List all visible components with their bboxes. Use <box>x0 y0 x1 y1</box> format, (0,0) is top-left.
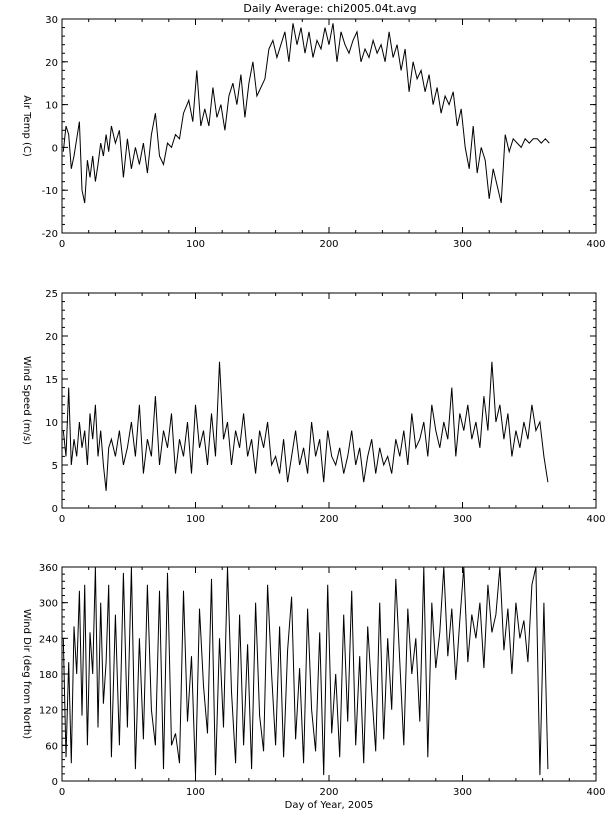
x-tick-label: 200 <box>319 787 338 798</box>
x-tick-label: 100 <box>186 239 205 250</box>
x-tick-label: 200 <box>319 514 338 525</box>
y-tick-label: 15 <box>45 375 58 386</box>
y-tick-label: 25 <box>45 289 58 300</box>
plot-frame <box>61 292 597 509</box>
x-tick-label: 300 <box>453 514 472 525</box>
x-tick-label: 400 <box>586 787 605 798</box>
x-tick-label: 200 <box>319 239 338 250</box>
y-tick-label: 10 <box>45 418 58 429</box>
series-line-1 <box>62 361 549 491</box>
x-tick-label: 0 <box>59 514 65 525</box>
x-tick-label: 300 <box>453 787 472 798</box>
x-axis-title: Day of Year, 2005 <box>285 800 374 811</box>
y-tick-label: -20 <box>42 229 58 240</box>
x-tick-label: 300 <box>453 239 472 250</box>
x-tick-label: 400 <box>586 514 605 525</box>
x-tick-label: 100 <box>186 514 205 525</box>
y-tick-label: 360 <box>39 563 58 574</box>
x-tick-label: 0 <box>59 787 65 798</box>
plot-frame <box>61 566 597 782</box>
y-tick-label: 20 <box>45 332 58 343</box>
series-line-1 <box>62 566 549 776</box>
x-tick-label: 400 <box>586 239 605 250</box>
y-axis-title: Wind Speed (m/s) <box>21 356 32 445</box>
y-tick-label: 20 <box>45 58 58 69</box>
plot-frame <box>61 18 597 234</box>
y-tick-label: 0 <box>52 143 58 154</box>
y-tick-label: 0 <box>52 504 58 515</box>
y-axis-title: Air Temp (C) <box>21 95 32 157</box>
chart-panel-2: 0 100 200 300 400 0 5 10 15 20 25 Wind Speed (m/s) <box>21 289 606 525</box>
chart-panel-1: 0 100 200 300 400 -20 -10 0 10 20 30 Air Temp (C) <box>21 15 606 250</box>
y-tick-label: 300 <box>39 599 58 610</box>
y-tick-label: 0 <box>52 777 58 788</box>
y-axis-title: Wind Dir (deg from North) <box>21 609 32 739</box>
y-tick-label: -10 <box>42 186 58 197</box>
x-tick-label: 0 <box>59 239 65 250</box>
y-tick-label: 180 <box>39 670 58 681</box>
x-tick-label: 100 <box>186 787 205 798</box>
y-tick-label: 60 <box>45 741 58 752</box>
series-line-1 <box>62 23 550 204</box>
y-tick-label: 240 <box>39 634 58 645</box>
y-tick-label: 120 <box>39 706 58 717</box>
y-tick-label: 5 <box>52 461 58 472</box>
chart-title: Daily Average: chi2005.04t.avg <box>243 2 416 15</box>
y-tick-label: 10 <box>45 101 58 112</box>
y-tick-label: 30 <box>45 15 58 26</box>
chart-panel-3: 0 100 200 300 400 0 60 120 180 240 300 360 Wind Dir … <box>21 563 606 811</box>
